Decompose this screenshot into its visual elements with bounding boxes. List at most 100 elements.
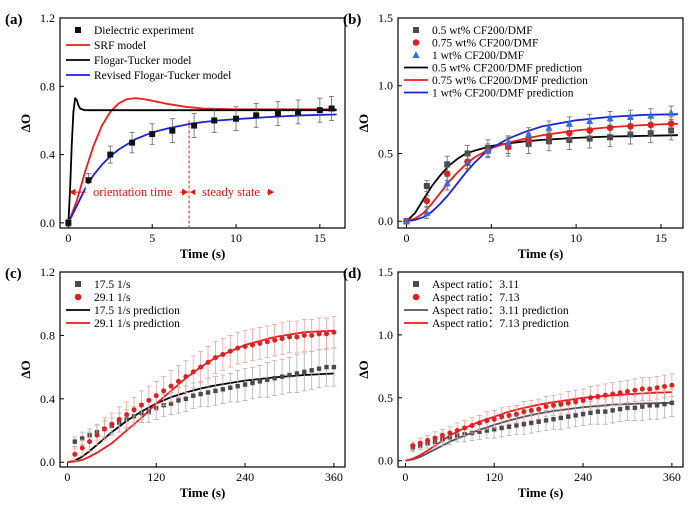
legend-label: 0.75 wt% CF200/DMF [432, 38, 538, 50]
legend-label: Aspect ratio：3.11 [432, 279, 519, 291]
data-point [235, 383, 240, 389]
data-point [107, 151, 114, 158]
data-point [565, 400, 571, 406]
legend-marker [75, 27, 81, 33]
data-point [624, 389, 630, 395]
x-tick-label: 360 [663, 470, 681, 484]
data-point [87, 439, 93, 445]
data-point [504, 138, 512, 146]
x-tick-label: 0 [64, 470, 70, 484]
data-point [138, 402, 144, 408]
x-tick-label: 15 [314, 231, 326, 245]
y-axis-label: ΔO [18, 360, 33, 378]
legend: 17.5 1/s29.1 1/s17.5 1/s prediction29.1 … [66, 279, 180, 330]
data-point [603, 409, 608, 414]
y-axis-label: ΔO [18, 114, 33, 132]
legend-label: 0.5 wt% CF200/DMF [432, 25, 533, 37]
data-point [606, 114, 614, 122]
series-line [67, 97, 337, 223]
data-point [72, 451, 78, 457]
data-point [492, 427, 497, 432]
data-point [521, 409, 527, 415]
y-tick-label: 1.2 [40, 11, 55, 25]
data-point [175, 378, 181, 384]
data-point [464, 158, 472, 166]
data-point [462, 425, 468, 431]
data-point [647, 403, 652, 408]
data-point [146, 397, 152, 403]
data-point [536, 419, 541, 424]
data-point [302, 369, 307, 375]
data-point [499, 414, 505, 420]
data-point [402, 217, 410, 225]
data-point [536, 406, 542, 412]
y-tick-label: 1.0 [378, 79, 393, 93]
data-point [425, 438, 431, 444]
arrow-head [267, 188, 274, 196]
data-point [499, 425, 504, 431]
data-point [85, 177, 92, 184]
x-axis-label: Time (s) [518, 485, 564, 500]
data-point [272, 376, 277, 381]
y-tick-label: 0.5 [378, 391, 393, 405]
data-point [586, 116, 594, 124]
label-bg [195, 184, 267, 200]
data-point [309, 368, 314, 373]
data-point [625, 405, 630, 411]
legend-label: 0.5 wt% CF200/DMF prediction [432, 63, 582, 75]
data-point [316, 107, 323, 114]
plot-area [402, 105, 678, 225]
legend-label: Flogar-Tucker model [94, 55, 191, 67]
data-point [484, 428, 490, 433]
data-point [610, 408, 615, 413]
data-point [661, 383, 667, 389]
data-point [626, 112, 634, 120]
data-point [607, 134, 614, 141]
y-tick-label: 0.0 [40, 455, 55, 469]
data-point [595, 394, 601, 400]
panel-label: (d) [343, 266, 361, 282]
legend-label: Revised Flogar-Tucker model [94, 70, 231, 82]
data-point [228, 385, 233, 390]
data-point [558, 401, 564, 407]
legend-marker [412, 293, 420, 301]
data-point [476, 420, 482, 426]
y-tick-label: 0.8 [40, 79, 55, 93]
x-tick-label: 240 [574, 470, 592, 484]
legend-marker [413, 27, 419, 33]
data-point [647, 130, 654, 137]
data-point [265, 377, 270, 383]
data-point [116, 416, 122, 422]
arrow-head [69, 188, 76, 196]
data-point [528, 407, 534, 413]
data-point [669, 382, 675, 388]
legend-label: 1 wt% CF200/DMF [432, 50, 524, 62]
y-tick-label: 0.4 [40, 148, 55, 162]
legend-label: 1 wt% CF200/DMF prediction [432, 88, 574, 100]
data-point [669, 400, 675, 406]
data-point [514, 423, 519, 428]
data-point [242, 382, 248, 387]
legend-label: Dielectric experiment [94, 25, 195, 37]
data-point [250, 380, 255, 386]
panel-label: (a) [5, 12, 23, 28]
y-tick-label: 0.0 [378, 214, 393, 228]
data-point [566, 129, 573, 137]
data-point [235, 345, 241, 351]
orientation-time-label: orientation time [93, 185, 173, 199]
data-point [506, 412, 512, 418]
y-tick-label: 0.0 [40, 216, 55, 230]
data-point [654, 403, 660, 408]
data-point [491, 416, 497, 422]
data-point [257, 340, 263, 346]
data-point [525, 130, 533, 138]
plot-frame [59, 17, 346, 229]
data-point [220, 387, 226, 392]
x-tick-label: 10 [230, 231, 242, 245]
x-tick-label: 360 [325, 470, 343, 484]
data-point [580, 411, 586, 417]
y-tick-label: 0.0 [378, 454, 393, 468]
x-tick-label: 5 [149, 231, 155, 245]
data-point [149, 131, 156, 138]
